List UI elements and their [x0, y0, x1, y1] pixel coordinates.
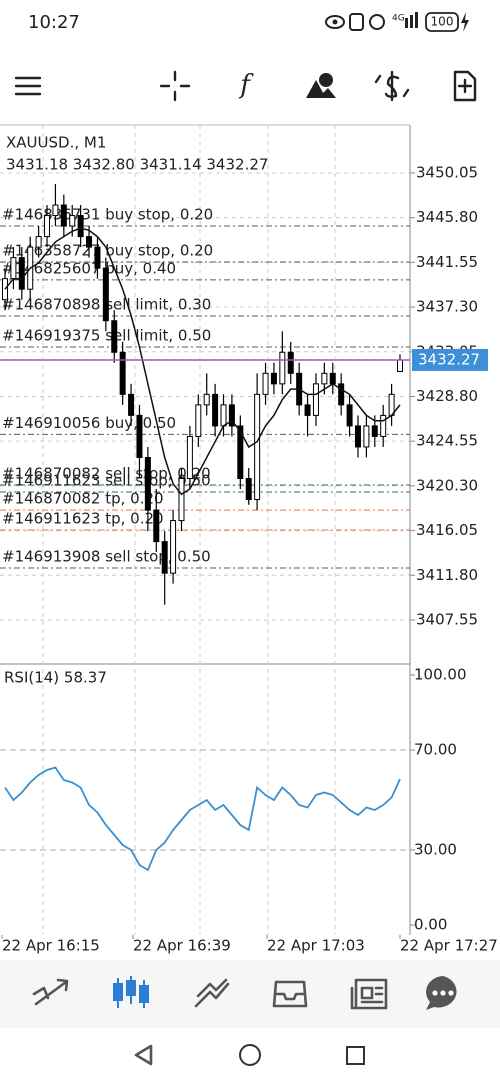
candle-body: [94, 246, 101, 269]
candle-body: [245, 478, 252, 501]
order-label: #146911623 sell stop, 0.50: [2, 471, 211, 489]
moving-average: [4, 227, 401, 496]
candle-body: [329, 372, 336, 385]
candle-body: [10, 257, 17, 280]
time-label: 22 Apr 17:27: [400, 937, 498, 955]
chart-tab[interactable]: [113, 976, 149, 1008]
chart-symbol: XAUUSD., M1: [6, 134, 106, 152]
candle-body: [371, 425, 378, 437]
current-price-box: [412, 348, 488, 371]
order-label: #146836731 buy stop, 0.20: [2, 205, 213, 223]
y-tick-label: 3445.80: [416, 208, 478, 226]
candle-body: [354, 425, 361, 448]
candle-body: [144, 456, 151, 511]
new-order-button[interactable]: [453, 70, 477, 102]
candle-body: [136, 414, 143, 458]
candle-body: [161, 541, 168, 574]
order-label: #146825607 buy, 0.40: [2, 259, 176, 277]
candle-body: [262, 372, 269, 395]
menu-button[interactable]: [14, 76, 42, 96]
time-label: 22 Apr 16:15: [2, 937, 100, 955]
candle-body: [397, 359, 403, 372]
trade-button[interactable]: [374, 70, 410, 102]
chat-tab[interactable]: [426, 976, 457, 1010]
candle-body: [69, 215, 76, 227]
candle-body: [178, 478, 185, 522]
candle-body: [312, 383, 319, 416]
candle-body: [228, 404, 235, 427]
candle-body: [86, 236, 93, 248]
y-tick-label: 3428.80: [416, 387, 478, 405]
rsi-tick-label: 30.00: [414, 841, 457, 859]
candle-body: [170, 520, 177, 574]
rsi-label: RSI(14) 58.37: [4, 669, 107, 687]
order-label: #146919375 sell limit, 0.50: [2, 327, 211, 345]
candle-body: [270, 372, 277, 385]
trade-tab[interactable]: [194, 978, 230, 1008]
candle-body: [153, 509, 160, 543]
y-tick-label: 3441.55: [416, 253, 478, 271]
rsi-tick-label: 0.00: [414, 916, 447, 934]
quotes-tab[interactable]: [32, 978, 69, 1006]
candle-body: [212, 393, 219, 427]
status-time: 10:27: [28, 12, 80, 33]
candle-body: [254, 393, 261, 501]
candle-body: [203, 393, 210, 406]
candle-body: [304, 404, 311, 416]
candle-body: [186, 435, 193, 480]
y-tick-label: 3416.05: [416, 521, 478, 539]
rsi-line: [4, 766, 401, 872]
candle-body: [287, 351, 294, 374]
rsi-tick-label: 70.00: [414, 741, 457, 759]
candle-body: [128, 393, 135, 416]
candle-body: [346, 404, 353, 427]
crosshair-button[interactable]: [159, 70, 191, 102]
current-price-label: 3432.27: [418, 350, 480, 368]
time-label: 22 Apr 16:39: [133, 937, 231, 955]
order-label: #146913908 sell stop, 0.50: [2, 548, 211, 566]
y-tick-label: 3437.30: [416, 298, 478, 316]
candle-body: [195, 404, 202, 437]
chart-ohlc: 3431.18 3432.80 3431.14 3432.27: [6, 156, 268, 174]
candle-body: [220, 404, 227, 427]
candle-body: [44, 215, 51, 238]
candle-body: [60, 204, 67, 227]
candle-body: [111, 320, 118, 353]
candle-body: [363, 425, 370, 448]
candle-body: [18, 257, 25, 290]
history-tab[interactable]: [272, 980, 308, 1008]
candle-body: [279, 351, 286, 385]
order-label: #146870082 sell stop, 0.20: [2, 465, 211, 483]
network-type: 4G: [392, 14, 405, 24]
status-icons: [325, 12, 469, 32]
order-label: #146910056 buy, 0.50: [2, 414, 176, 432]
y-tick-label: 3420.30: [416, 476, 478, 494]
candle-body: [380, 414, 387, 437]
candle-body: [52, 204, 59, 217]
order-label: #146870082 tp, 0.20: [2, 490, 164, 508]
y-tick-label: 3407.55: [416, 610, 478, 628]
vertical-grid: [42, 125, 336, 935]
candle-body: [237, 425, 244, 480]
y-tick-label: 3411.80: [416, 566, 478, 584]
rsi-tick-label: 100.00: [414, 666, 467, 684]
y-tick-label: 3450.05: [416, 163, 478, 181]
system-nav: [134, 1044, 365, 1066]
y-tick-label: 3424.55: [416, 432, 478, 450]
news-tab[interactable]: [350, 978, 388, 1010]
candle-body: [119, 351, 126, 395]
order-label: #146911623 tp, 0.20: [2, 510, 164, 528]
bottom-nav: [0, 960, 500, 1028]
candle-body: [338, 383, 345, 406]
candle-body: [321, 372, 328, 385]
candle-body: [77, 215, 84, 238]
objects-button[interactable]: [306, 73, 336, 98]
time-label: 22 Apr 17:03: [267, 937, 365, 955]
indicators-button[interactable]: f: [238, 70, 254, 100]
battery-level: 100: [431, 15, 454, 29]
candle-body: [35, 236, 42, 248]
candle-body: [102, 267, 109, 322]
